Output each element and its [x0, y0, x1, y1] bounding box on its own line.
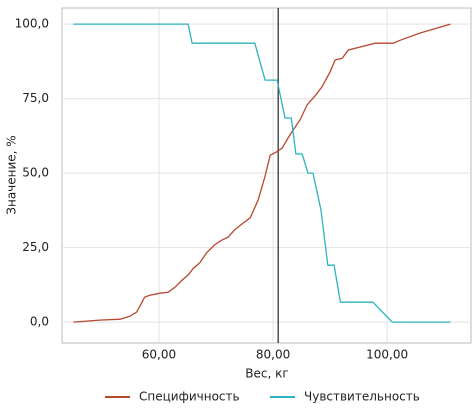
y-tick-label: 75,0	[22, 91, 49, 105]
y-tick-label: 50,0	[22, 166, 49, 180]
x-tick-label: 100,00	[366, 348, 408, 362]
plot-area	[61, 7, 472, 344]
x-axis-label: Вес, кг	[245, 367, 288, 381]
legend-label: Чувствительность	[304, 390, 420, 404]
x-tick-label: 60,00	[142, 348, 176, 362]
y-axis-label: Значение, %	[5, 135, 19, 214]
legend-label: Специфичность	[139, 390, 240, 404]
y-tick-label: 25,0	[22, 240, 49, 254]
y-tick-label: 100,0	[15, 17, 49, 31]
series-line	[73, 23, 451, 323]
series-line	[73, 23, 451, 323]
y-tick-label: 0,0	[30, 315, 49, 329]
x-tick-label: 80,00	[256, 348, 290, 362]
